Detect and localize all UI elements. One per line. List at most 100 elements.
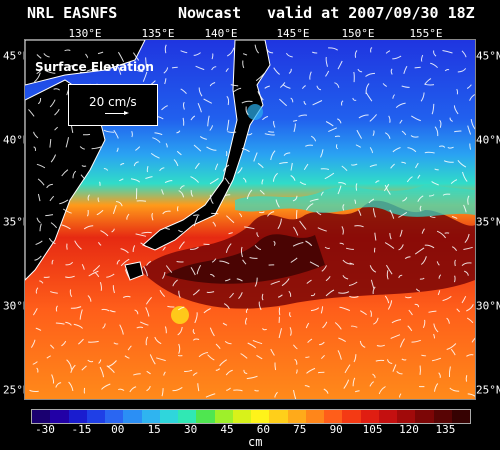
colorbar-segment — [324, 410, 343, 423]
current-vector — [262, 328, 267, 331]
current-vector — [178, 241, 185, 250]
current-vector — [470, 119, 475, 130]
current-vector — [341, 226, 344, 235]
current-vector — [433, 323, 439, 333]
current-vector — [50, 291, 58, 294]
current-vector — [443, 160, 454, 163]
current-vector — [392, 364, 397, 372]
current-vector — [178, 343, 181, 354]
current-vector — [212, 221, 216, 227]
current-vector — [324, 246, 331, 249]
current-vector — [449, 117, 453, 122]
current-vector — [49, 99, 56, 108]
current-vector — [131, 131, 133, 138]
current-vector — [112, 205, 117, 215]
current-vector — [95, 272, 100, 278]
current-vector — [241, 147, 250, 153]
current-vector — [456, 88, 459, 95]
current-vector — [72, 170, 77, 179]
current-vector — [190, 115, 196, 121]
current-vector — [464, 270, 469, 276]
current-vector — [215, 163, 219, 171]
current-vector — [261, 293, 264, 301]
current-vector — [102, 323, 106, 329]
current-vector — [193, 215, 199, 227]
current-vector — [306, 367, 316, 374]
current-vector — [254, 244, 262, 250]
current-vector — [392, 55, 402, 60]
current-vector — [321, 265, 327, 272]
current-vector — [209, 82, 216, 87]
colorbar-segment — [287, 410, 306, 423]
current-vector — [182, 101, 185, 110]
current-vector — [179, 185, 185, 190]
current-vector — [152, 137, 161, 143]
colorbar-segment — [105, 410, 124, 423]
current-vector — [277, 218, 282, 230]
current-vector — [433, 333, 435, 339]
current-vector — [51, 374, 55, 384]
current-vector — [439, 145, 446, 148]
current-vector — [180, 88, 187, 94]
current-vector — [374, 232, 377, 241]
current-vector — [182, 117, 185, 126]
current-vector — [69, 289, 73, 298]
current-vector — [433, 50, 437, 57]
current-vector — [262, 116, 269, 121]
current-vector — [325, 56, 328, 67]
current-vector — [39, 280, 44, 284]
current-vector — [139, 321, 149, 326]
lat-label-45-left: 45°N — [3, 49, 30, 63]
current-vector — [285, 52, 293, 58]
current-vector — [37, 193, 41, 202]
current-vector — [238, 292, 243, 300]
current-vector — [196, 264, 202, 275]
current-vector — [448, 366, 451, 378]
colorbar-segment — [159, 410, 178, 423]
current-vector — [429, 215, 436, 218]
current-vector — [177, 206, 179, 212]
current-vector — [98, 359, 102, 364]
current-vector — [334, 82, 340, 88]
current-vector — [134, 309, 139, 315]
current-vector — [225, 151, 228, 157]
current-vector — [463, 246, 473, 250]
colorbar-segment — [360, 410, 379, 423]
current-vector — [73, 323, 83, 329]
current-vector — [207, 115, 210, 127]
current-vector — [189, 246, 199, 250]
current-vector — [83, 225, 94, 230]
current-vector — [184, 369, 193, 373]
current-vector — [225, 369, 233, 376]
current-vector — [264, 133, 275, 136]
current-vector — [224, 177, 230, 185]
current-vector — [466, 354, 474, 357]
current-vector — [255, 73, 265, 82]
current-vector — [145, 336, 149, 346]
current-vector — [270, 150, 276, 161]
current-vector — [391, 319, 402, 324]
current-vector — [192, 372, 198, 376]
current-vector — [43, 276, 50, 278]
current-vector — [399, 393, 402, 398]
current-vector — [442, 50, 453, 54]
current-vector — [193, 144, 202, 152]
current-vector — [48, 238, 56, 245]
current-vector — [293, 123, 296, 133]
current-vector — [268, 131, 275, 133]
current-vector — [407, 325, 413, 332]
current-vector — [164, 44, 167, 54]
colorbar-segment — [342, 410, 361, 423]
current-vector — [466, 317, 474, 324]
current-vector — [135, 233, 147, 237]
current-vector — [133, 373, 141, 376]
colorbar-tick-label: 60 — [256, 423, 271, 436]
current-vector — [46, 355, 51, 359]
current-vector — [193, 52, 201, 56]
current-vector — [398, 244, 404, 251]
colorbar — [31, 409, 471, 424]
current-vector — [129, 386, 137, 393]
current-vector — [376, 344, 385, 347]
current-vector — [203, 98, 213, 104]
lon-label-140: 140°E — [204, 27, 238, 40]
